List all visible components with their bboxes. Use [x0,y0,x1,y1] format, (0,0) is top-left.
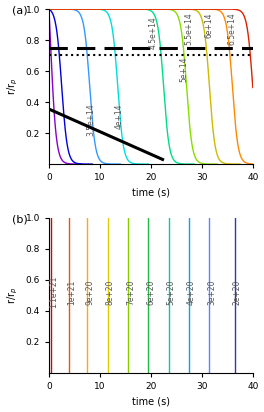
Y-axis label: r/r$_p$: r/r$_p$ [6,287,20,304]
Text: 3e+20: 3e+20 [208,279,216,305]
Text: (b): (b) [12,215,28,225]
Text: 5e+14: 5e+14 [180,57,188,82]
Text: (a): (a) [12,6,28,16]
Text: 6.5e+14: 6.5e+14 [228,12,237,45]
X-axis label: time (s): time (s) [132,396,170,407]
Text: 4.5e+14: 4.5e+14 [149,16,158,49]
Text: 4e+14: 4e+14 [114,103,123,129]
Text: 3.5e+14: 3.5e+14 [86,103,95,136]
Text: 4e+20: 4e+20 [187,279,196,305]
Text: 8e+20: 8e+20 [106,280,115,305]
Text: 2e+20: 2e+20 [233,280,242,305]
Text: 1.1e+21: 1.1e+21 [50,276,59,309]
Text: 6e+14: 6e+14 [205,12,214,38]
Text: 6e+20: 6e+20 [146,279,155,305]
Text: 9e+20: 9e+20 [85,279,94,305]
Text: 5e+20: 5e+20 [167,279,176,305]
Text: 7e+20: 7e+20 [126,279,135,305]
Text: 5.5e+14: 5.5e+14 [185,12,194,45]
Y-axis label: r/r$_p$: r/r$_p$ [6,78,20,95]
Text: 1e+21: 1e+21 [67,280,76,305]
X-axis label: time (s): time (s) [132,188,170,198]
